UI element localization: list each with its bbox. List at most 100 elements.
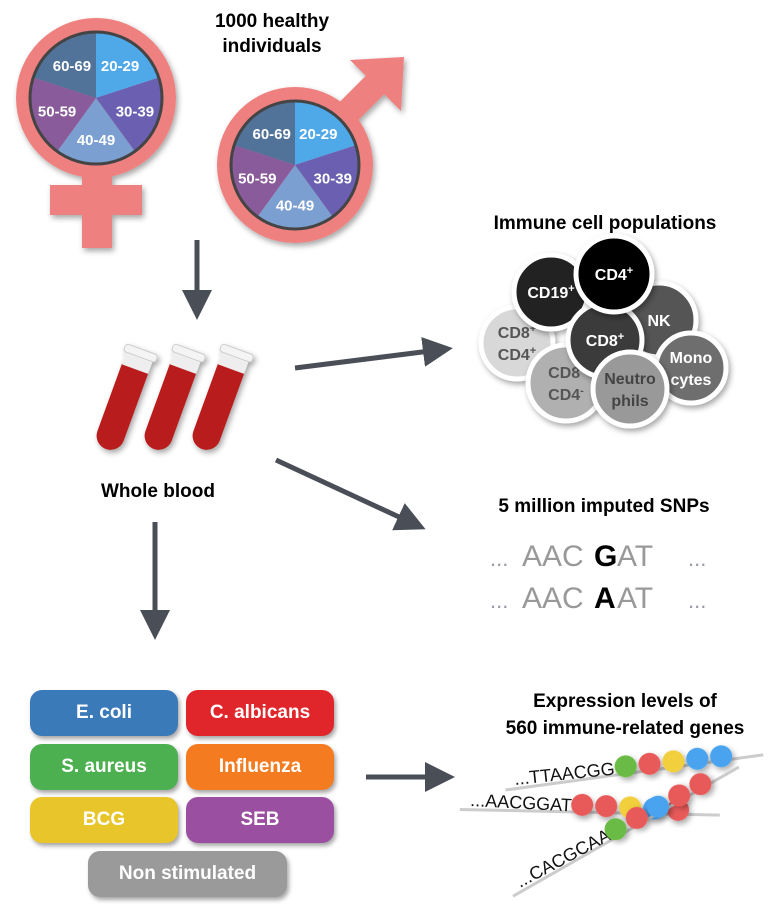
pie-slice-60-69 [234,101,295,165]
cell-mono-cytes: Mono cytes [653,330,729,406]
snps-title: 5 million imputed SNPs [498,496,709,517]
stimulus-seb: SEB [186,797,334,843]
pie-slice-50-59 [30,77,96,152]
svg-text:CD8+: CD8+ [498,323,536,342]
title-line-1: 1000 healthy [215,11,329,32]
svg-text:CD8+: CD8+ [586,331,624,350]
age-label: 50-59 [238,170,276,187]
snp-allele: A [594,582,616,615]
cell-label: cytes [671,372,712,389]
cell-label: CD8 [498,325,530,342]
blood-tube-icon [96,343,158,450]
seq-post: AT [617,582,653,615]
immune-cell-cluster: CD8+CD4+CD8-CD4-CD19+NKCD8+CD4+Monocytes… [478,233,729,429]
expression-bead [662,750,685,773]
svg-text:NK: NK [647,313,671,330]
expression-bead [710,745,733,768]
immune-title: Immune cell populations [494,213,717,234]
svg-text:CD4-: CD4- [548,385,584,404]
age-label: 30-39 [314,170,352,187]
age-label: 60-69 [53,58,91,75]
whole-blood-label: Whole blood [101,481,215,502]
gene-sequence: ...CACGCAA [512,825,613,891]
expression-bead [686,747,709,770]
stimulus-bcg: BCG [30,797,178,843]
cell-label-sup: + [530,323,536,335]
stimulus-influenza: Influenza [186,744,334,790]
seq-pre: AAC [522,582,584,615]
title-line-2: individuals [222,36,321,57]
cell-label: phils [611,393,648,410]
cell-cd19: CD19+ [511,252,591,332]
ellipsis: ... [688,588,706,613]
cell-label-sup: - [580,385,584,397]
stimulus-non-stimulated: Non stimulated [88,851,287,897]
cell-label-sup: + [618,331,624,343]
expression-strand: ...TTAACGG [505,745,764,792]
blood-tube-icon [192,343,254,450]
pie-border [28,30,164,166]
ellipsis: ... [490,546,508,571]
stimulus-c-albicans: C. albicans [186,690,334,736]
expression-bead [595,795,618,818]
stimulus-s-aureus: S. aureus [30,744,178,790]
snp-sequence-1: ... AAC G AT ... [490,540,706,573]
ellipsis: ... [688,546,706,571]
cell-label: Mono [670,350,713,367]
pie-slice-20-29 [295,101,356,165]
pie-slice-50-59 [231,145,295,217]
gene-sequence: ...TTAACGG [513,759,615,789]
pie-slice-20-29 [96,32,159,98]
svg-text:CD4+: CD4+ [498,345,536,364]
expression-bead [646,795,669,818]
svg-text:Neutro: Neutro [604,371,656,388]
stimulus-e-coli: E. coli [30,690,178,736]
pie-slice-60-69 [33,32,96,98]
age-label: 30-39 [116,104,154,121]
expression-bead [638,752,661,775]
age-label: 60-69 [252,126,290,143]
arrow-to-immune [294,336,453,371]
cell-label: Neutro [604,371,656,388]
gene-sequence: ...AACGGAT [470,790,573,815]
svg-text:Mono: Mono [670,350,713,367]
snp-sequence-2: ... AAC A AT ... [490,582,706,615]
expression-bead [625,806,648,829]
arrow-to-snps [274,457,426,531]
cell-label-sup: + [627,265,633,277]
cell-label: CD8 [548,365,580,382]
age-label: 50-59 [38,104,76,121]
age-label: 20-29 [299,126,337,143]
pie-slice-40-49 [257,165,333,229]
seq-pre: AAC [522,540,584,573]
cell-cd4: CD4+ [573,233,655,315]
expression-title-2: 560 immune-related genes [506,718,745,739]
blood-tubes [96,343,254,450]
expression-title-1: Expression levels of [533,691,717,712]
cell-label: CD8 [586,333,618,350]
age-label: 40-49 [77,132,115,149]
pie-slice-30-39 [96,77,162,152]
age-label: 40-49 [276,198,314,215]
cell-label-sup: + [568,283,574,295]
age-label: 20-29 [101,58,139,75]
expression-bead [604,818,627,841]
cell-label: CD4 [498,347,530,364]
cell-label: CD19 [527,285,568,302]
svg-text:CD19+: CD19+ [527,283,574,302]
svg-text:CD4+: CD4+ [595,265,633,284]
cell-neutro-phils: Neutro phils [590,349,670,429]
blood-tube-icon [144,343,206,450]
svg-text:phils: phils [611,393,648,410]
expression-bead [571,793,594,816]
expression-bead [614,755,637,778]
svg-text:cytes: cytes [671,372,712,389]
pie-border [229,99,361,231]
cell-label: NK [647,313,671,330]
ellipsis: ... [490,588,508,613]
pie-slice-40-49 [57,98,135,165]
pie-slice-30-39 [295,145,359,217]
cell-label: CD4 [595,267,627,284]
